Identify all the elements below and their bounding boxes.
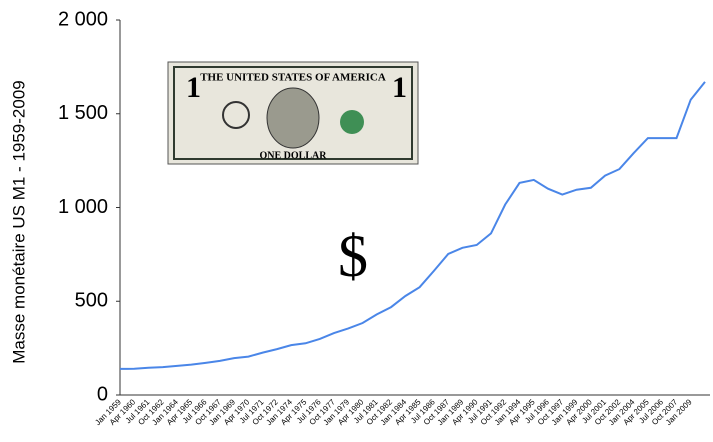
y-axis-title: Masse monétaire US M1 - 1959-2009 bbox=[9, 80, 28, 363]
bill-border bbox=[173, 66, 413, 160]
y-tick-label: 1 500 bbox=[58, 102, 108, 124]
bill-corner: 1 bbox=[186, 71, 201, 104]
bill-treasury-seal bbox=[340, 110, 364, 134]
bill-text: THE UNITED STATES OF AMERICA bbox=[200, 72, 386, 84]
bill-seal bbox=[222, 101, 250, 129]
dollar-bill: 1 1 THE UNITED STATES OF AMERICA ONE DOL… bbox=[167, 61, 419, 165]
data-line bbox=[119, 81, 706, 370]
annotation: $ bbox=[338, 223, 368, 289]
bill-portrait bbox=[266, 87, 320, 149]
bill-text: ONE DOLLAR bbox=[260, 150, 328, 161]
y-tick-label: 0 bbox=[97, 383, 108, 405]
y-tick-label: 1 000 bbox=[58, 196, 108, 218]
bill-corner: 1 bbox=[392, 71, 407, 104]
y-tick-label: 500 bbox=[75, 290, 108, 312]
y-tick-label: 2 000 bbox=[58, 8, 108, 30]
